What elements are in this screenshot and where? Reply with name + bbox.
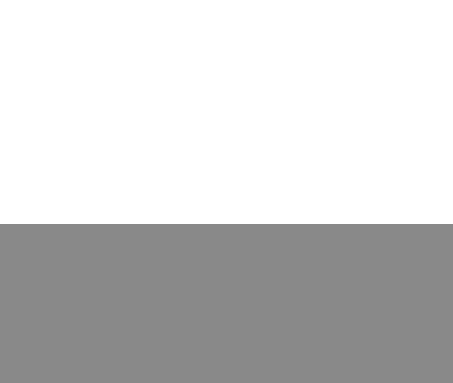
Bar <box>199 157 299 206</box>
Text: ~=: ~= <box>190 116 209 126</box>
Bar <box>317 54 325 112</box>
Text: Discontinuous
signal: Discontinuous signal <box>2 149 62 169</box>
Text: Transport
Delay: Transport Delay <box>77 102 118 122</box>
Text: y: y <box>246 178 252 188</box>
Text: 0-1 switching: 0-1 switching <box>221 205 277 214</box>
Bar <box>9 94 54 143</box>
Bar <box>181 92 217 150</box>
Text: y: y <box>29 114 35 124</box>
Bar <box>358 74 390 108</box>
Text: Triggered Pulse: Triggered Pulse <box>328 98 393 108</box>
Title: Input: Input <box>226 219 255 229</box>
Text: Scope: Scope <box>367 114 392 123</box>
Bar <box>136 101 168 139</box>
Text: Input: Input <box>328 77 350 86</box>
Text: Transport
Delay: Transport Delay <box>78 149 117 169</box>
Bar <box>68 94 127 143</box>
Bar <box>353 65 403 112</box>
Title: Triggered Pulse: Triggered Pulse <box>198 292 283 302</box>
